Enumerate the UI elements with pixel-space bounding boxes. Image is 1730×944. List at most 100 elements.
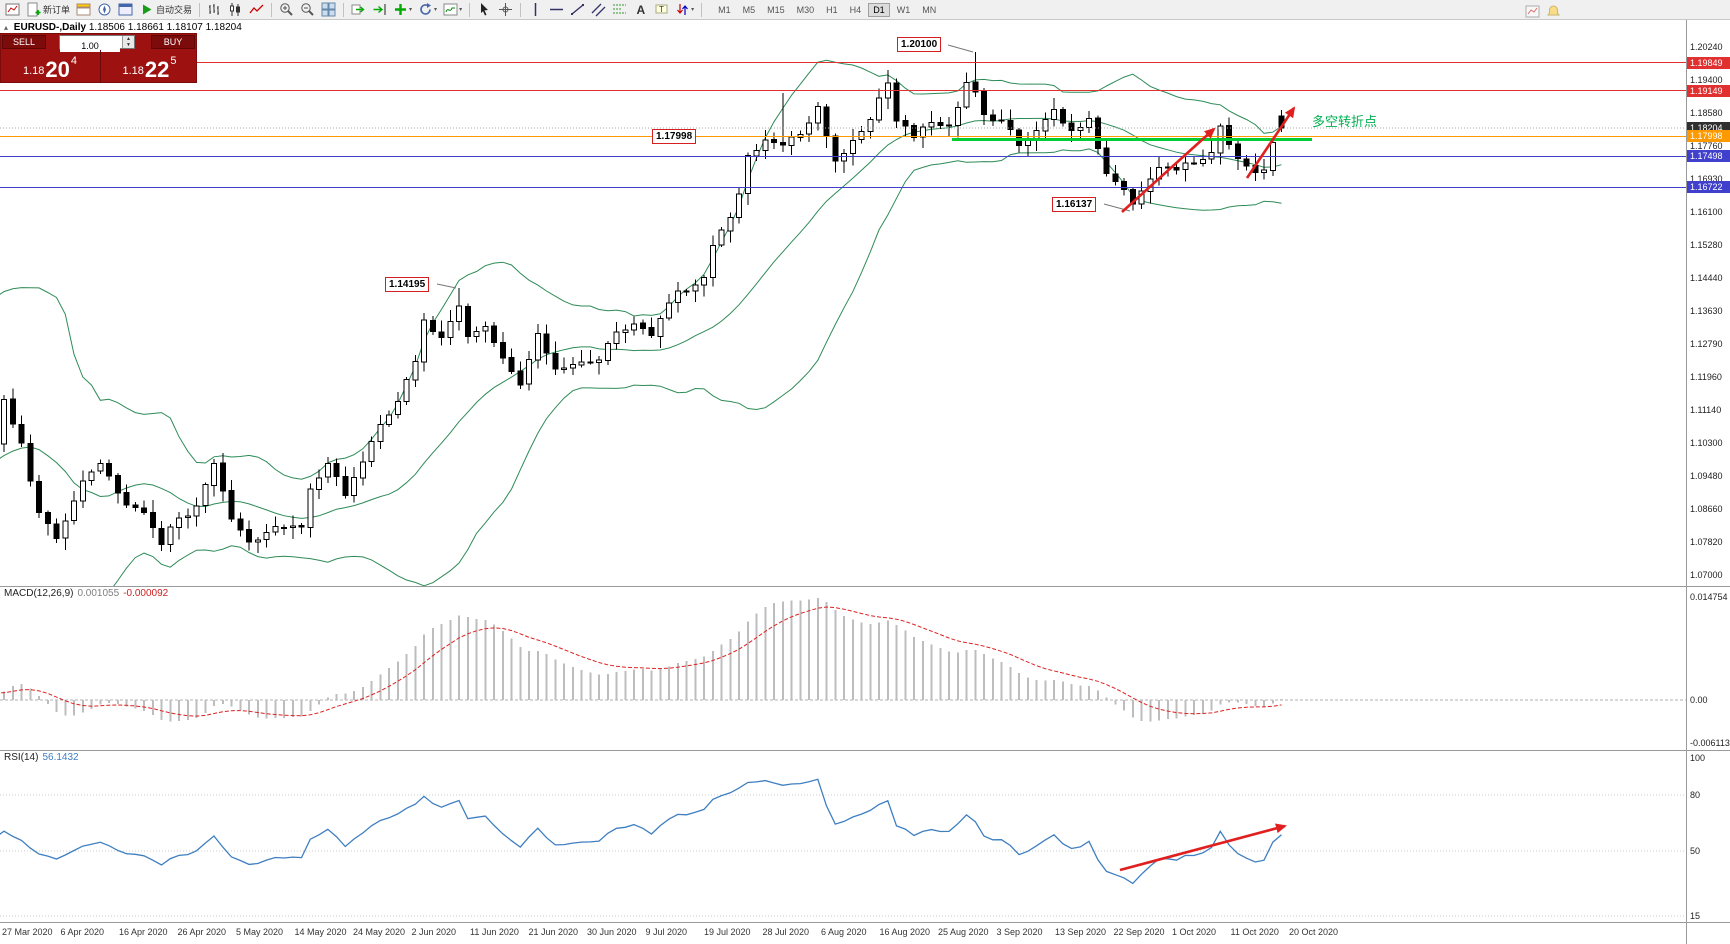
timeframe-m30[interactable]: M30 [796,4,815,15]
date-label: 14 May 2020 [294,927,347,937]
text-tool-button[interactable]: A [631,1,650,19]
toolbar-separator [469,2,471,17]
volume-down-button[interactable]: ▼ [122,42,134,48]
arrows-tool-button[interactable]: ▾ [673,1,696,19]
date-axis[interactable]: 27 Mar 2020 6 Apr 2020 16 Apr 2020 26 Apr 2… [0,926,1686,944]
timeframe-m5[interactable]: M5 [742,4,756,15]
toolbar-button-label: 自动交易 [156,5,193,15]
price-annotation-1-20100[interactable]: 1.20100 [897,37,942,52]
period-list-button[interactable]: ▾ [416,1,439,19]
date-label: 21 Jun 2020 [528,927,579,937]
autotrading-button[interactable]: 自动交易 [137,1,194,19]
pane-divider[interactable] [0,922,1730,923]
price-tick: 1.07820 [1690,537,1723,548]
date-label: 2 Jun 2020 [411,927,457,937]
template-list-icon [443,2,458,17]
volume-spinbox: ▲ ▼ [59,35,135,52]
macd-signal-line [0,606,1282,717]
date-label: 24 May 2020 [353,927,406,937]
dropdown-caret-icon: ▾ [691,7,695,13]
alerts-button[interactable] [1544,2,1563,20]
bar-chart-button[interactable] [205,1,224,19]
bull-candles [1,82,1276,546]
one-click-collapse-icon[interactable]: ▴ [4,23,9,32]
chart-area: ▴ EURUSD-,Daily 1.18506 1.18661 1.18107 … [0,20,1730,944]
new-chart-button[interactable] [3,1,22,19]
timeframe-d1[interactable]: D1 [868,2,890,17]
date-label: 22 Sep 2020 [1113,927,1165,937]
timeframe-w1[interactable]: W1 [896,4,911,15]
sell-button[interactable]: SELL [2,35,46,49]
candlestick-chart-button[interactable] [226,1,245,19]
timeframe-h1[interactable]: H1 [826,4,838,15]
tile-windows-button[interactable] [319,1,338,19]
price-badge: 1.16722 [1687,181,1730,194]
date-label: 11 Jun 2020 [470,927,519,937]
terminal-icon [118,2,133,17]
sell-price-tile[interactable]: 1.18 20 4 [1,50,99,83]
price-tick: 1.12790 [1690,339,1723,350]
horizontal-line-tool-button[interactable] [547,1,566,19]
price-tick: 1.11960 [1690,372,1722,383]
buy-price-tile[interactable]: 1.18 22 5 [100,50,198,83]
vertical-line-tool-button[interactable] [526,1,545,19]
zoom-in-button[interactable] [277,1,296,19]
navigator-button[interactable] [95,1,114,19]
fibonacci-tool-button[interactable] [610,1,629,19]
price-annotation-1-17998[interactable]: 1.17998 [652,129,697,144]
auto-scroll-button[interactable] [349,1,368,19]
svg-text:T: T [659,5,664,14]
navigator-icon [97,2,112,17]
rsi-pane[interactable] [0,750,1686,922]
new-order-button[interactable]: 新订单 [24,1,72,19]
price-axis[interactable]: 1.20240 1.19400 1.18580 1.17760 1.16930 1.161… [1687,20,1730,944]
new-order-icon [26,2,41,17]
price-axis-divider [1686,20,1687,944]
price-tick: 1.11140 [1690,404,1722,415]
price-tick: 1.07000 [1690,570,1723,580]
buy-button[interactable]: BUY [151,35,195,49]
indicators-list-button[interactable]: ▾ [391,1,414,19]
price-annotation-1-16137[interactable]: 1.16137 [1052,197,1097,212]
macd-histogram [3,598,1283,722]
line-chart-button[interactable] [247,1,266,19]
timeframe-m1[interactable]: M1 [718,4,731,15]
pane-divider[interactable] [0,586,1730,587]
date-label: 6 Aug 2020 [821,927,867,937]
zoom-out-button[interactable] [298,1,317,19]
turning-point-text[interactable]: 多空转折点 [1312,114,1378,129]
terminal-button[interactable] [116,1,135,19]
date-label: 26 Apr 2020 [177,927,227,937]
label-tool-button[interactable]: T [652,1,671,19]
dropdown-caret-icon: ▾ [409,7,413,13]
macd-label: MACD(12,26,9) 0.001055 -0.000092 [4,588,168,599]
toolbar-separator [271,2,273,17]
chart-window-button[interactable] [1523,2,1542,20]
cursor-tool-button[interactable] [475,1,494,19]
sell-price-point: 4 [70,55,78,67]
volume-input[interactable] [60,40,120,52]
macd-pane[interactable] [0,586,1686,750]
template-list-button[interactable]: ▾ [441,1,464,19]
market-watch-button[interactable] [74,1,93,19]
pane-divider[interactable] [0,750,1730,751]
price-tick: 1.08660 [1690,503,1723,514]
price-annotation-1-14195[interactable]: 1.14195 [385,277,430,292]
price-tick: 1.17760 [1690,140,1723,151]
volume-up-button[interactable]: ▲ [122,36,134,42]
timeframe-h4[interactable]: H4 [849,4,862,15]
price-badge: 1.17498 [1687,150,1730,163]
main-chart-pane[interactable] [0,20,1686,586]
crosshair-tool-button[interactable] [496,1,515,19]
cursor-tool-icon [477,2,492,17]
chart-shift-button[interactable] [370,1,389,19]
timeframe-m15[interactable]: M15 [767,4,785,15]
trendline-tool-button[interactable] [568,1,587,19]
date-label: 9 Jul 2020 [645,927,688,937]
timeframe-mn[interactable]: MN [922,4,937,15]
channel-tool-button[interactable] [589,1,608,19]
price-tick: 1.16930 [1690,174,1723,184]
line-chart-icon [249,2,264,17]
bear-candles [9,81,1285,545]
indicators-list-icon [393,2,408,17]
